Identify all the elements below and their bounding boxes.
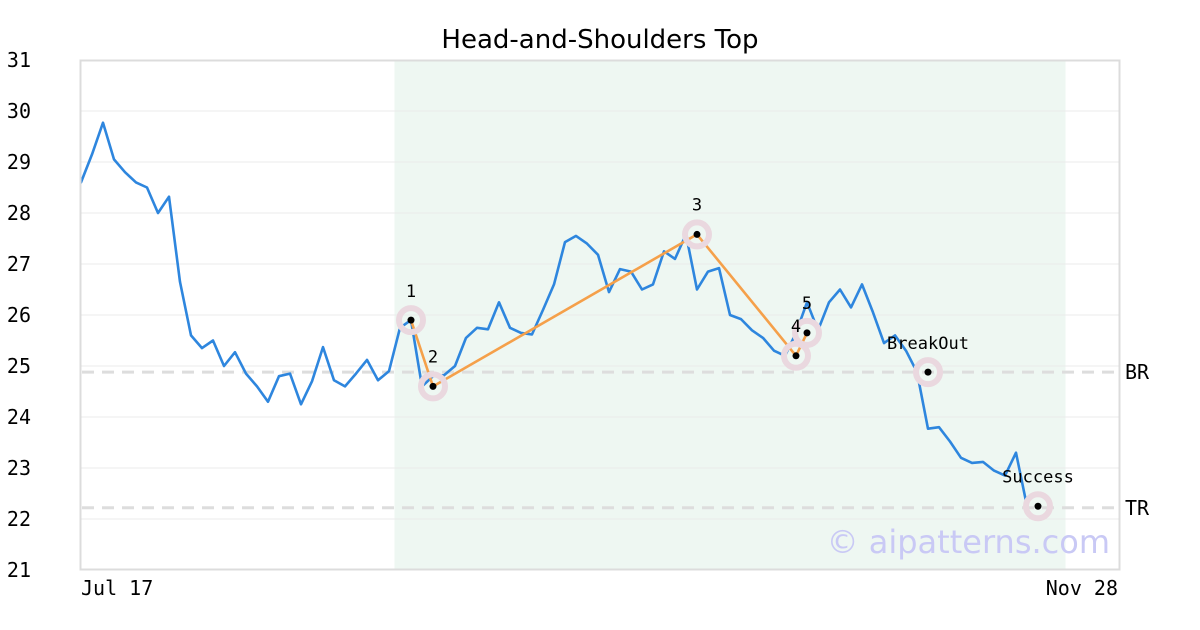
point-label: 3 — [692, 195, 702, 215]
reference-line-label: BR — [1125, 360, 1150, 384]
y-tick-label: 24 — [7, 405, 31, 429]
reference-lines: BR TR — [82, 360, 1150, 520]
y-tick-label: 28 — [7, 201, 31, 225]
point-label: 5 — [802, 294, 812, 314]
y-tick-label: 27 — [7, 252, 31, 276]
marker-dot — [407, 316, 415, 324]
price-series — [79, 121, 1029, 508]
marker-dot — [803, 329, 811, 337]
point-label: Success — [1002, 467, 1074, 487]
y-tick-label: 29 — [7, 150, 31, 174]
marker-dot — [693, 230, 701, 238]
plot-frame — [79, 59, 1121, 571]
y-tick-label: 26 — [7, 303, 31, 327]
marker-dot — [792, 352, 800, 360]
marker-halo — [396, 305, 426, 336]
marker-halo — [1023, 491, 1053, 522]
y-tick-label: 31 — [7, 48, 31, 72]
x-tick-label: Jul 17 — [81, 576, 153, 600]
point-label: 2 — [428, 347, 438, 367]
y-tick-label: 23 — [7, 456, 31, 480]
marker-dot — [924, 368, 932, 376]
point-label: BreakOut — [887, 334, 969, 354]
marker-dot — [429, 382, 437, 390]
reference-line-label: TR — [1125, 496, 1150, 520]
x-axis-tick-labels: Jul 17 Nov 28 — [81, 576, 1118, 600]
marker-halo — [781, 340, 811, 371]
chart-title: Head-and-Shoulders Top — [441, 25, 758, 55]
marker-halo — [913, 357, 943, 388]
y-tick-label: 25 — [7, 354, 31, 378]
x-tick-label: Nov 28 — [1046, 576, 1118, 600]
pattern-point-labels: 1 2 3 45 BreakOut Success — [406, 195, 1074, 487]
marker-dot — [1034, 502, 1042, 510]
point-label: 1 — [406, 282, 416, 302]
y-axis-tick-labels: 21 22 23 24 25 26 27 28 29 30 31 — [7, 48, 31, 582]
marker-halo — [792, 317, 822, 348]
marker-halo — [682, 219, 712, 250]
y-tick-label: 30 — [7, 99, 31, 123]
y-tick-label: 21 — [7, 558, 31, 582]
watermark-text: © aipatterns.com — [827, 523, 1110, 561]
price-line — [79, 121, 1029, 508]
point-label: 4 — [791, 317, 801, 337]
y-tick-label: 22 — [7, 507, 31, 531]
pattern-markers — [396, 219, 1053, 522]
marker-halo — [418, 371, 448, 402]
